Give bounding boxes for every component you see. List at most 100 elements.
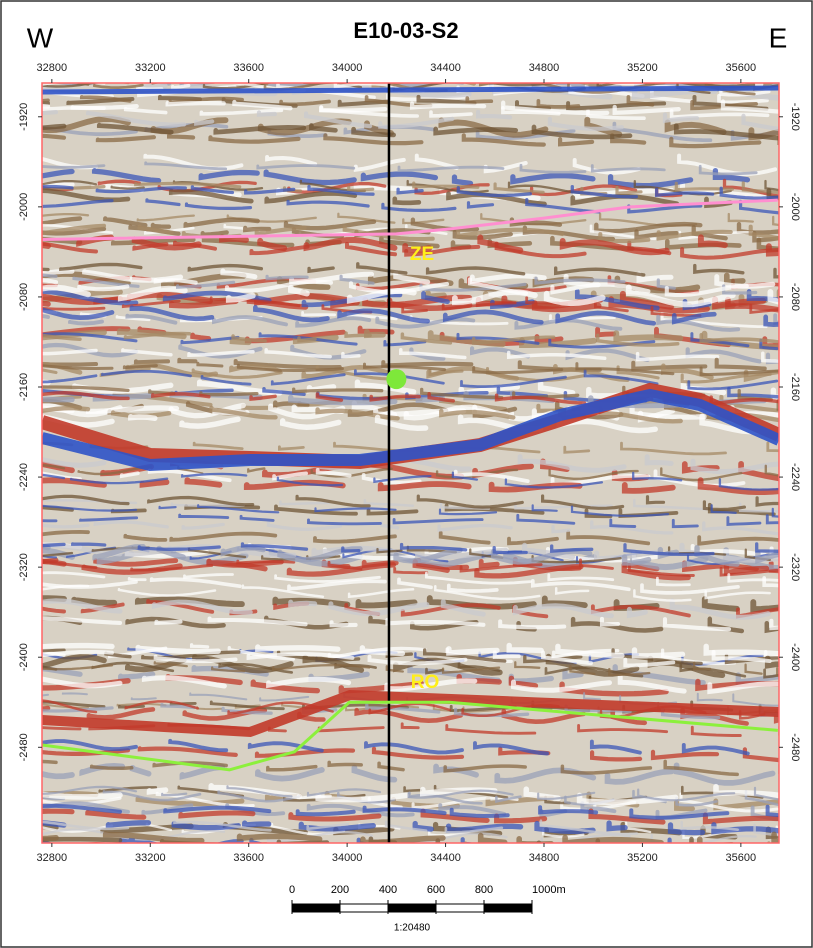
- texture-stroke: [42, 331, 779, 347]
- x-tick-label: 35600: [726, 852, 757, 864]
- texture-stroke: [42, 547, 779, 572]
- y-tick-label: -2160: [18, 373, 30, 401]
- texture-stroke: [42, 273, 758, 295]
- scale-segment: [339, 903, 389, 913]
- horizon-line: [42, 198, 778, 241]
- texture-stroke: [42, 296, 779, 317]
- y-tick-label: -2400: [18, 643, 30, 671]
- texture-stroke: [42, 649, 772, 668]
- texture-stroke: [42, 198, 779, 215]
- x-tick-label: 33200: [135, 852, 166, 864]
- scale-label: 400: [379, 884, 397, 896]
- horizon-label: RO: [411, 672, 440, 693]
- x-tick-label: 34000: [332, 852, 363, 864]
- y-tick-label: -1920: [789, 103, 801, 131]
- y-tick-label: -2080: [789, 283, 801, 311]
- texture-stroke: [42, 616, 779, 632]
- texture-stroke: [42, 558, 779, 577]
- texture-stroke: [42, 520, 779, 536]
- x-tick-label: 33200: [135, 62, 166, 74]
- texture-stroke: [42, 661, 779, 677]
- y-tick-label: -2320: [18, 553, 30, 581]
- x-tick-label: 33600: [233, 852, 264, 864]
- texture-stroke: [42, 705, 779, 726]
- texture-stroke: [42, 504, 779, 518]
- texture-stroke: [42, 803, 779, 820]
- x-tick-label: 35600: [726, 62, 757, 74]
- texture-stroke: [42, 305, 779, 327]
- texture-stroke: [42, 277, 749, 298]
- y-tick-label: -2480: [18, 733, 30, 761]
- scale-segment: [435, 903, 485, 913]
- texture-stroke: [42, 746, 779, 763]
- texture-stroke: [42, 167, 751, 189]
- y-tick-label: -2320: [789, 553, 801, 581]
- texture-stroke: [42, 494, 779, 512]
- texture-band: [42, 388, 779, 472]
- y-tick-label: -2160: [789, 373, 801, 401]
- texture-stroke: [303, 83, 756, 89]
- y-tick-label: -2240: [789, 463, 801, 491]
- texture-stroke: [42, 284, 779, 308]
- scale-label: 600: [427, 884, 445, 896]
- texture-band: [42, 85, 779, 95]
- texture-stroke: [42, 216, 779, 235]
- scale-segment: [387, 903, 437, 913]
- y-tick-label: -2000: [789, 193, 801, 221]
- texture-stroke: [42, 94, 758, 111]
- texture-stroke: [42, 571, 779, 587]
- scale-segment: [483, 903, 533, 913]
- texture-stroke: [42, 361, 779, 377]
- texture-stroke: [42, 819, 779, 837]
- texture-stroke: [42, 699, 766, 720]
- scale-ratio: 1:20480: [394, 923, 431, 934]
- x-tick-label: 34000: [332, 62, 363, 74]
- texture-stroke: [42, 99, 779, 116]
- horizon-label: ZE: [410, 244, 434, 265]
- texture-stroke: [42, 542, 779, 557]
- y-tick-label: -2240: [18, 463, 30, 491]
- x-tick-label: 34800: [529, 852, 560, 864]
- direction-label: E: [769, 22, 788, 53]
- texture-stroke: [42, 109, 779, 132]
- texture-stroke: [42, 498, 779, 513]
- texture-stroke: [42, 184, 779, 200]
- texture-stroke: [42, 122, 779, 141]
- seismic-texture: [42, 83, 779, 843]
- texture-stroke: [42, 785, 779, 802]
- scale-label: 0: [289, 884, 295, 896]
- horizon-line: [42, 700, 778, 772]
- texture-stroke: [42, 290, 767, 310]
- x-tick-label: 33600: [233, 62, 264, 74]
- texture-stroke: [42, 598, 771, 620]
- x-tick-label: 32800: [37, 852, 68, 864]
- texture-stroke: [42, 105, 770, 120]
- chart-title: E10-03-S2: [353, 18, 458, 43]
- y-tick-label: -2080: [18, 283, 30, 311]
- x-tick-label: 34400: [430, 62, 461, 74]
- scale-segment: [291, 903, 341, 913]
- texture-stroke: [42, 642, 779, 659]
- plot-area: [42, 83, 778, 843]
- x-tick-label: 35200: [627, 62, 658, 74]
- texture-stroke: [42, 513, 779, 529]
- plot-border: [41, 82, 780, 844]
- texture-stroke: [42, 831, 779, 843]
- texture-stroke: [42, 133, 779, 149]
- x-tick-label: 34800: [529, 62, 560, 74]
- scale-label: 800: [475, 884, 493, 896]
- x-tick-label: 32800: [37, 62, 68, 74]
- texture-stroke: [42, 347, 779, 363]
- y-tick-label: -1920: [18, 103, 30, 131]
- texture-stroke: [42, 262, 779, 279]
- y-tick-label: -2000: [18, 193, 30, 221]
- well-marker: [386, 369, 407, 390]
- texture-stroke: [42, 584, 771, 602]
- y-tick-label: -2480: [789, 733, 801, 761]
- texture-stroke: [42, 161, 758, 176]
- texture-stroke: [42, 234, 779, 257]
- texture-band: [42, 689, 779, 738]
- x-tick-label: 35200: [627, 852, 658, 864]
- scale-label: 200: [331, 884, 349, 896]
